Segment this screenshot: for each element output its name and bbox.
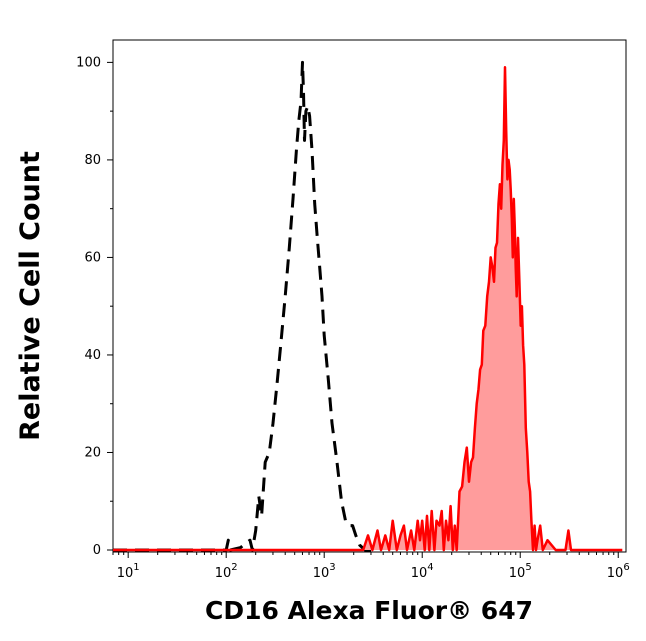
y-tick-label: 80 — [84, 153, 101, 168]
y-tick-label: 40 — [84, 348, 101, 363]
x-tick-label: 103 — [313, 562, 336, 581]
x-tick-label: 104 — [411, 562, 434, 581]
y-tick-label: 0 — [93, 543, 101, 558]
series-2-fill — [113, 67, 623, 551]
x-tick-label: 102 — [215, 562, 238, 581]
y-axis-title: Relative Cell Count — [15, 151, 46, 441]
series-layer — [113, 60, 623, 552]
y-tick-label: 60 — [84, 250, 101, 265]
plot-frame — [112, 39, 627, 553]
x-tick-label: 101 — [117, 562, 140, 581]
axis-layer: 0 20 40 60 80 100 101 102 103 104 105 106 — [76, 55, 630, 581]
x-tick-label: 105 — [509, 562, 532, 581]
y-tick-label: 20 — [84, 445, 101, 460]
series-2-line — [113, 66, 623, 552]
y-tick-label: 100 — [76, 55, 101, 70]
series-1-line — [113, 60, 371, 552]
x-tick-label: 106 — [607, 562, 630, 581]
x-axis-title: CD16 Alexa Fluor® 647 — [205, 596, 533, 625]
